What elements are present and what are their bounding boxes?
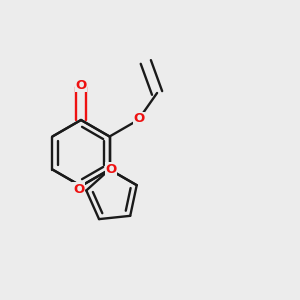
Text: O: O	[75, 79, 87, 92]
Text: O: O	[106, 163, 117, 176]
Text: O: O	[73, 183, 84, 196]
Text: O: O	[134, 112, 145, 125]
